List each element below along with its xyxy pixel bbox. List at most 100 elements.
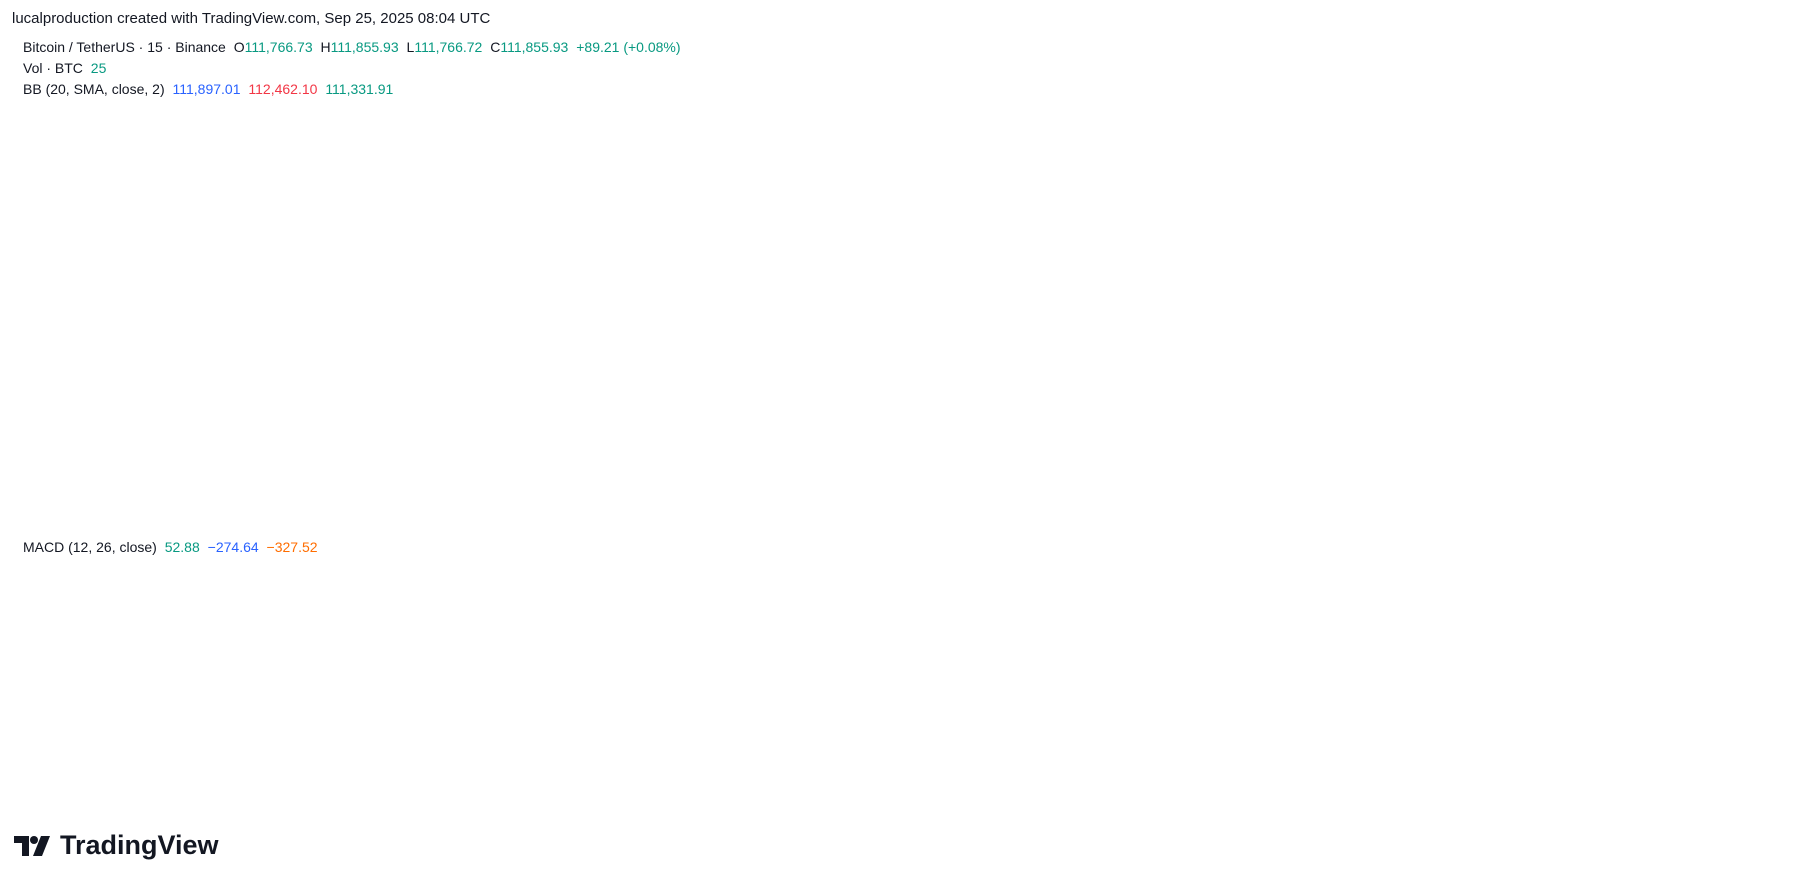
macd-histogram-bar (1138, 639, 1141, 672)
macd-histogram-bar (844, 671, 847, 699)
tradingview-brand[interactable]: TradingView (14, 830, 219, 861)
volume-bar (1620, 522, 1623, 527)
macd-histogram-bar (1339, 671, 1341, 683)
macd-histogram-bar (901, 660, 904, 672)
candle-body (1579, 316, 1582, 331)
macd-histogram-bar (802, 643, 805, 672)
macd-histogram-bar (677, 645, 679, 672)
volume-bar (728, 517, 730, 527)
volume-bar (1687, 522, 1690, 527)
volume-bar (315, 515, 318, 527)
volume-bar (1241, 520, 1244, 527)
macd-histogram-bar (1494, 660, 1497, 672)
macd-histogram-bar (32, 662, 35, 672)
candle-body (1311, 165, 1314, 172)
candle-body (207, 221, 210, 227)
macd-histogram-bar (146, 636, 149, 672)
volume-bar (175, 516, 178, 527)
candle-body (732, 180, 735, 193)
volume-bar (1343, 517, 1345, 527)
macd-histogram-bar (1674, 671, 1677, 708)
candle-body (1024, 104, 1027, 118)
macd-histogram-bar (1401, 628, 1404, 672)
candle-body (638, 181, 641, 183)
volume-bar (43, 518, 45, 527)
macd-histogram-bar (1072, 671, 1075, 685)
volume-bar (677, 519, 680, 527)
volume-bar (841, 514, 844, 527)
macd-histogram-bar (209, 671, 212, 673)
volume-bar (1376, 515, 1379, 527)
candle-body (750, 169, 753, 176)
macd-histogram-bar (323, 671, 326, 700)
volume-bar (443, 516, 446, 527)
candle-body (907, 105, 910, 108)
macd-histogram-bar (841, 671, 844, 699)
candle-body (1672, 274, 1675, 310)
macd-histogram-bar (1078, 671, 1081, 683)
volume-bar (776, 521, 779, 527)
candle-body (596, 171, 599, 198)
candle-body (54, 277, 57, 302)
candle-body (1479, 283, 1482, 294)
candle-body (470, 173, 473, 195)
volume-bar (1355, 514, 1357, 527)
volume-bar (1369, 419, 1372, 527)
candle-body (961, 109, 964, 122)
macd-histogram-bar (1524, 671, 1527, 696)
macd-histogram-bar (476, 671, 479, 682)
volume-bar (484, 523, 487, 527)
candle-body (1392, 307, 1395, 337)
macd-histogram-bar (215, 671, 218, 673)
bb-upper-badge (1700, 273, 1796, 293)
candle-body (542, 166, 545, 176)
macd-histogram-bar (1617, 663, 1620, 672)
volume-bar (482, 521, 484, 527)
volume-bar (740, 517, 742, 527)
candle-body (976, 90, 979, 92)
macd-histogram-bar (1533, 671, 1536, 706)
open-value: 111,766.73 (244, 39, 313, 55)
symbol-name: Bitcoin / TetherUS · 15 · Binance (23, 39, 226, 55)
macd-histogram-bar (931, 626, 934, 672)
macd-value-badge-text: −274.64 (1716, 693, 1767, 709)
candle-body (223, 236, 225, 240)
candle-body (280, 203, 283, 216)
volume-bar (899, 482, 902, 527)
macd-histogram-bar (602, 643, 604, 672)
candle-body (1495, 310, 1498, 317)
open-label: O (233, 39, 245, 55)
volume-bar (118, 516, 120, 527)
volume-bar (810, 518, 812, 527)
macd-histogram-bar (182, 671, 185, 686)
candle-body (464, 170, 467, 192)
macd-histogram-bar (1428, 648, 1431, 672)
macd-histogram-bar (1048, 671, 1051, 694)
price-tick-label: 116,000.00 (1714, 146, 1783, 162)
candle-body (509, 155, 512, 168)
macd-histogram-bar (1488, 659, 1491, 672)
candle-body (922, 94, 925, 122)
candle-body (30, 305, 33, 331)
volume-bar (544, 505, 547, 527)
candle-body (792, 116, 795, 126)
candle-body (1332, 193, 1335, 199)
macd-histogram-bar (1452, 660, 1455, 672)
candle-body (729, 176, 732, 193)
macd-histogram-bar (386, 645, 389, 672)
candle-body (684, 185, 687, 190)
macd-histogram-bar (907, 652, 910, 672)
volume-bar (1328, 517, 1331, 527)
candle-body (1489, 294, 1491, 298)
volume-bar (1514, 521, 1516, 527)
volume-bar (1605, 521, 1608, 527)
volume-bar (1531, 518, 1533, 527)
macd-histogram-bar (853, 671, 856, 695)
volume-bar (52, 520, 55, 527)
macd-histogram-bar (1620, 663, 1623, 672)
macd-histogram-bar (149, 630, 152, 672)
volume-bar (969, 497, 971, 527)
candle-body (735, 176, 738, 181)
volume-bar (954, 515, 957, 527)
